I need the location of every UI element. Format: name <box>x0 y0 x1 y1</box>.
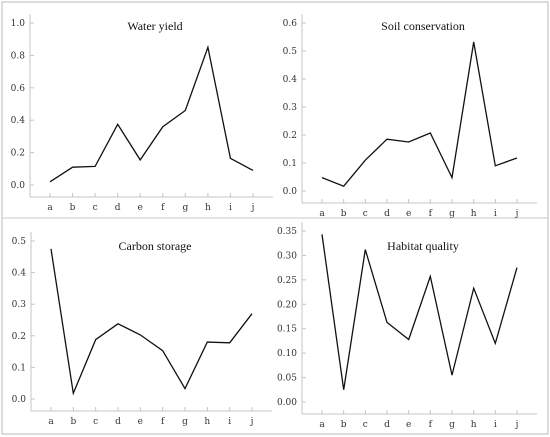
x-tick-label: j <box>251 203 255 213</box>
x-tick-label: i <box>229 203 232 213</box>
chart-title: Soil conservation <box>381 19 465 33</box>
y-tick-label: 0.4 <box>283 75 298 85</box>
x-tick-label: g <box>449 209 455 219</box>
x-tick-label: i <box>228 417 231 427</box>
x-tick-label: h <box>471 420 477 430</box>
y-tick-label: 0.6 <box>11 84 26 94</box>
y-tick-label: 0.00 <box>277 398 297 408</box>
y-tick-label: 0.4 <box>12 269 27 279</box>
x-tick-label: j <box>515 209 519 219</box>
x-tick-label: e <box>406 420 411 430</box>
x-tick-label: e <box>406 209 411 219</box>
x-tick-label: g <box>182 203 188 213</box>
x-tick-label: d <box>115 203 121 213</box>
chart-panel: Carbon storage 0.0 0.1 0.2 0.3 0.4 0.5 a b c d e f g h… <box>12 232 272 427</box>
x-tick-label: f <box>429 209 433 219</box>
y-tick-label: 0.10 <box>277 349 297 359</box>
x-tick-label: f <box>429 420 433 430</box>
x-tick-label: f <box>161 417 165 427</box>
x-tick-label: b <box>70 417 76 427</box>
y-tick-label: 0.2 <box>283 131 297 141</box>
x-tick-label: b <box>341 209 347 219</box>
x-tick-label: h <box>205 203 211 213</box>
y-tick-label: 0.15 <box>277 325 297 335</box>
y-tick-label: 0.4 <box>11 116 26 126</box>
chart-panel: Soil conservation 0.0 0.1 0.2 0.3 0.4 0.5 0.6 a b… <box>283 14 537 219</box>
y-tick-label: 0.0 <box>283 187 298 197</box>
y-tick-label: 0.0 <box>11 181 26 191</box>
x-tick-label: a <box>319 420 325 430</box>
y-tick-label: 0.20 <box>277 300 297 310</box>
chart-panel: Water yield 0.0 0.2 0.4 0.6 0.8 1.0 a b c d e f g h i j <box>11 14 273 213</box>
y-tick-label: 0.2 <box>12 332 26 342</box>
x-tick-label: d <box>384 420 390 430</box>
x-tick-label: h <box>471 209 477 219</box>
y-tick-label: 0.30 <box>277 251 297 261</box>
x-tick-label: i <box>494 420 497 430</box>
chart-title: Water yield <box>127 19 182 33</box>
x-tick-label: f <box>161 203 165 213</box>
chart-title: Habitat quality <box>387 239 459 253</box>
x-tick-label: a <box>319 209 325 219</box>
y-tick-label: 0.2 <box>11 149 25 159</box>
x-tick-label: b <box>341 420 347 430</box>
y-tick-label: 0.3 <box>283 103 298 113</box>
x-tick-label: d <box>384 209 390 219</box>
x-tick-label: c <box>363 420 368 430</box>
y-tick-label: 0.3 <box>12 300 27 310</box>
x-tick-label: e <box>138 417 143 427</box>
y-tick-label: 0.5 <box>12 237 27 247</box>
x-tick-label: d <box>115 417 121 427</box>
x-tick-label: c <box>93 417 98 427</box>
y-tick-label: 1.0 <box>11 19 26 29</box>
y-tick-label: 0.25 <box>277 276 297 286</box>
x-tick-label: e <box>138 203 143 213</box>
x-tick-label: j <box>515 420 519 430</box>
x-tick-label: c <box>363 209 368 219</box>
y-tick-label: 0.35 <box>277 227 297 237</box>
y-tick-label: 0.1 <box>283 159 297 169</box>
x-tick-label: h <box>204 417 210 427</box>
chart-panel: Habitat quality 0.00 0.05 0.10 0.15 0.20 0.25 0… <box>277 222 537 430</box>
x-tick-label: g <box>449 420 455 430</box>
x-tick-label: g <box>182 417 188 427</box>
series-line <box>49 44 254 183</box>
x-tick-label: c <box>93 203 98 213</box>
x-tick-label: b <box>70 203 76 213</box>
x-tick-label: a <box>48 417 54 427</box>
series-line <box>321 234 518 390</box>
x-tick-label: i <box>494 209 497 219</box>
x-tick-label: a <box>47 203 53 213</box>
series-line <box>321 41 518 187</box>
y-tick-label: 0.0 <box>12 395 27 405</box>
y-tick-label: 0.5 <box>283 47 298 57</box>
series-line <box>50 248 253 396</box>
y-tick-label: 0.8 <box>11 51 26 61</box>
y-tick-label: 0.1 <box>12 363 26 373</box>
x-tick-label: j <box>250 417 254 427</box>
chart-title: Carbon storage <box>119 239 192 253</box>
y-tick-label: 0.6 <box>283 19 298 29</box>
y-tick-label: 0.05 <box>277 374 297 384</box>
